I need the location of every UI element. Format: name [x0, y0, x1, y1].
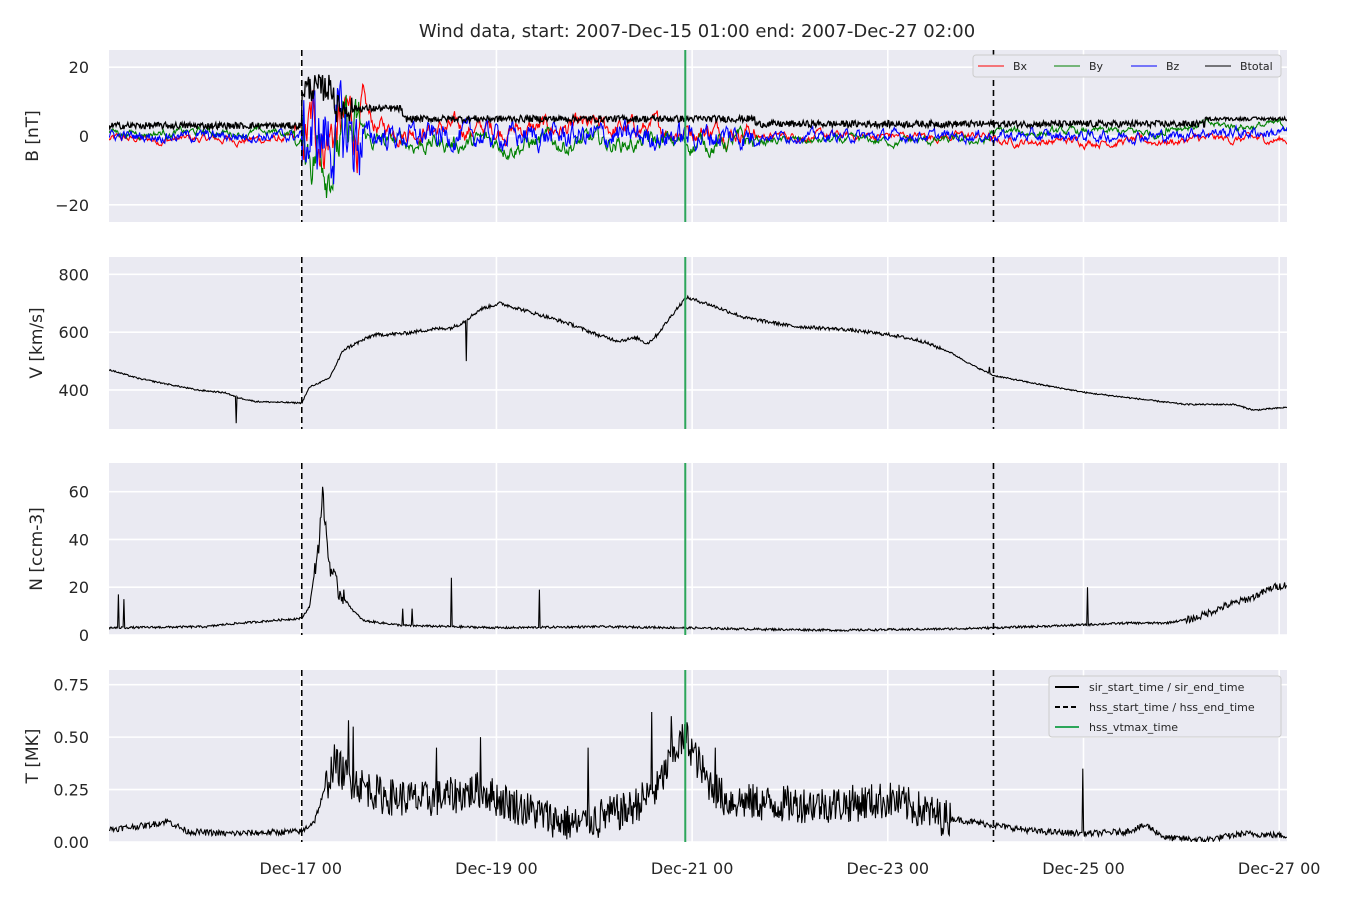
y-tick-label: 0 [79, 626, 89, 645]
series-group-B [109, 74, 1287, 199]
legend-label: By [1089, 60, 1104, 73]
series-t [109, 711, 1287, 842]
y-tick-label: 400 [58, 381, 89, 400]
legend-label: Btotal [1240, 60, 1273, 73]
plot-area-N [109, 463, 1287, 635]
y-tick-label: 20 [69, 58, 89, 77]
series-btotal [109, 74, 1287, 132]
y-tick-label: −20 [55, 196, 89, 215]
chart-title: Wind data, start: 2007-Dec-15 01:00 end:… [419, 21, 975, 42]
legend-box [1048, 675, 1282, 738]
y-tick-label: 60 [69, 483, 89, 502]
y-tick-label: 20 [69, 578, 89, 597]
y-axis-label: T [MK] [23, 729, 43, 785]
series-v [109, 294, 1287, 424]
x-tick-label: Dec-25 00 [1042, 859, 1125, 878]
y-tick-label: 0.75 [53, 676, 89, 695]
series-group-V [109, 294, 1287, 424]
y-tick-label: 600 [58, 323, 89, 342]
legend-label: hss_vtmax_time [1089, 721, 1178, 734]
panel-V: 800 600 400 V [km/s] [27, 257, 1287, 429]
series-n [109, 486, 1287, 633]
plot-area-V [109, 257, 1287, 429]
y-tick-label: 0 [79, 127, 89, 146]
panel-N: 60 40 20 0 N [ccm-3] [27, 463, 1287, 645]
y-tick-label: 0.00 [53, 833, 89, 852]
x-tick-label: Dec-21 00 [651, 859, 734, 878]
y-tick-label: 0.50 [53, 728, 89, 747]
legend-b: Bx By Bz Btotal [972, 54, 1282, 78]
y-tick-label: 0.25 [53, 781, 89, 800]
y-axis-label: B [nT] [23, 110, 43, 162]
series-group-T [109, 711, 1287, 842]
legend-label: sir_start_time / sir_end_time [1089, 681, 1245, 694]
legend-label: Bz [1166, 60, 1180, 73]
legend-t: sir_start_time / sir_end_time hss_start_t… [1048, 675, 1282, 738]
y-tick-label: 800 [58, 265, 89, 284]
y-axis-label: N [ccm-3] [27, 507, 47, 591]
legend-box [972, 54, 1282, 78]
panel-B: 20 0 −20 B [nT] Bx By Bz Btotal [23, 50, 1287, 222]
legend-label: hss_start_time / hss_end_time [1089, 701, 1255, 714]
series-group-N [109, 486, 1287, 633]
legend-label: Bx [1013, 60, 1028, 73]
y-tick-label: 40 [69, 530, 89, 549]
x-tick-label: Dec-19 00 [455, 859, 538, 878]
y-axis-label: V [km/s] [27, 307, 47, 378]
panel-T: 0.75 0.50 0.25 0.00 T [MK] sir_start_time / s… [23, 670, 1287, 852]
series-bz [109, 80, 1287, 185]
x-tick-label: Dec-23 00 [847, 859, 930, 878]
x-tick-label: Dec-27 00 [1238, 859, 1321, 878]
x-tick-label: Dec-17 00 [259, 859, 342, 878]
